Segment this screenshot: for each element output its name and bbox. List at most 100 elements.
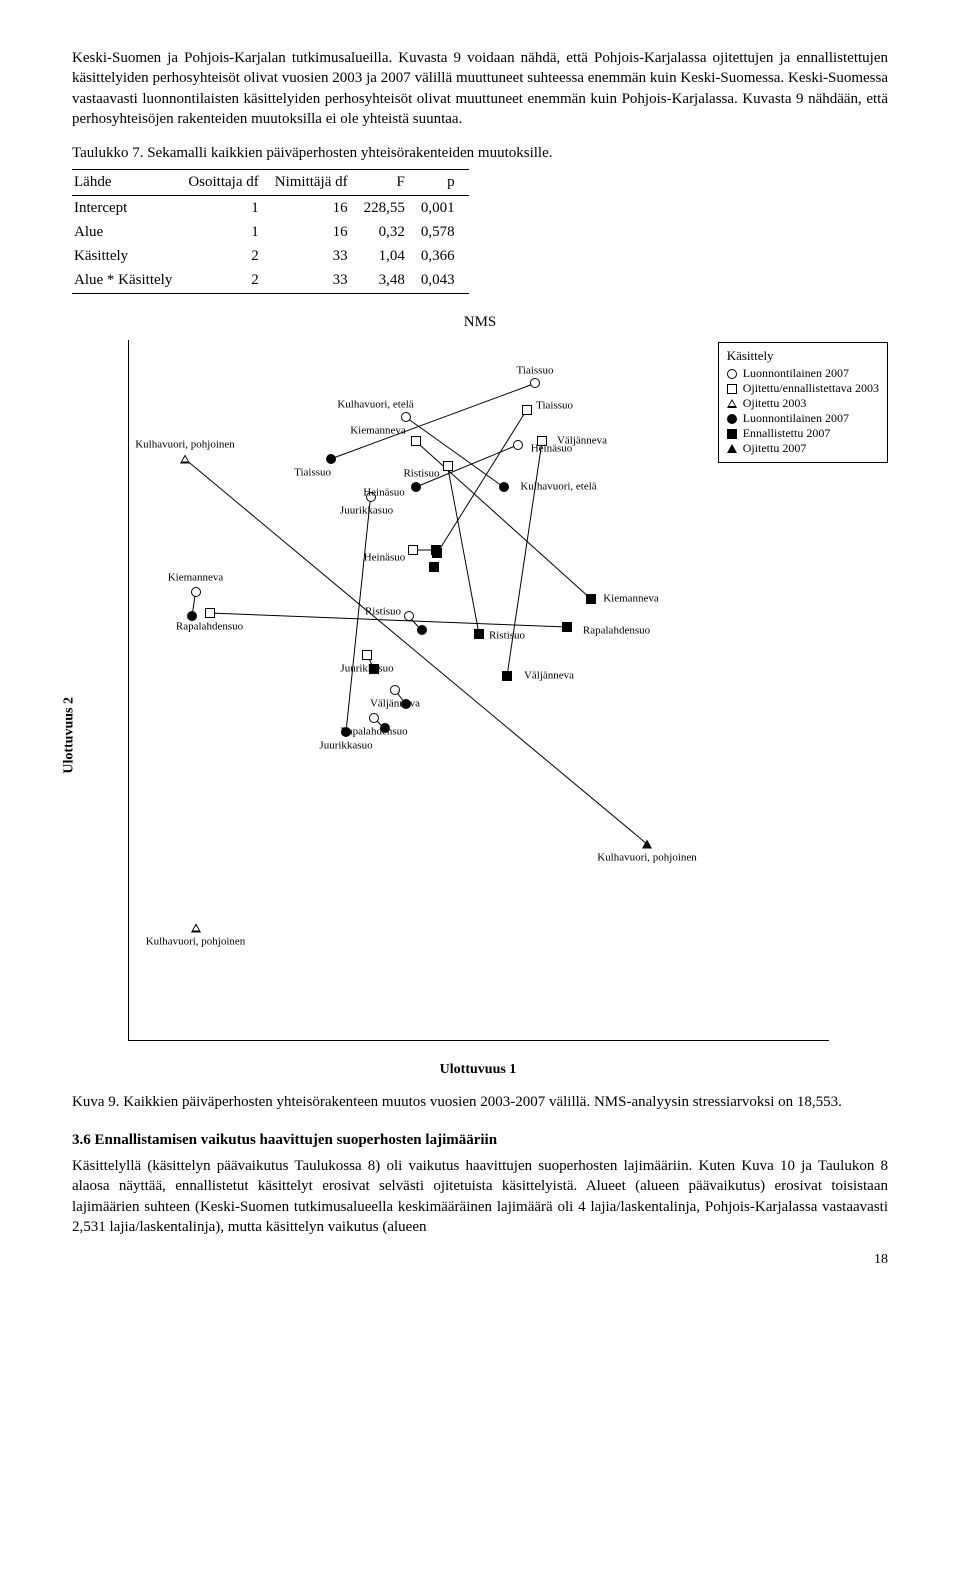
intro-paragraph: Keski-Suomen ja Pohjois-Karjalan tutkimu… — [72, 48, 888, 129]
legend-marker-icon — [727, 429, 737, 439]
point-label: Juurikkasuo — [319, 738, 372, 753]
page-number: 18 — [72, 1251, 888, 1270]
point-label: Kulhavuori, pohjoinen — [146, 934, 246, 949]
legend-marker-icon — [727, 399, 737, 408]
point-label: Väljänneva — [370, 696, 420, 711]
table-header: p — [419, 170, 469, 195]
x-axis-label: Ulottuvuus 1 — [128, 1061, 828, 1080]
legend-title: Käsittely — [727, 347, 879, 365]
data-point-icon — [404, 611, 414, 621]
table-cell: Intercept — [72, 195, 186, 220]
point-label: Heinäsuo — [363, 485, 405, 500]
table-cell: 0,578 — [419, 220, 469, 244]
point-label: Juurikkasuo — [340, 504, 393, 519]
table-cell: Alue — [72, 220, 186, 244]
y-axis-label: Ulottuvuus 2 — [61, 697, 80, 774]
point-label: Kulhavuori, etelä — [337, 397, 413, 412]
legend-item: Luonnontilainen 2007 — [727, 411, 879, 426]
figure-caption: Kuva 9. Kaikkien päiväperhosten yhteisör… — [72, 1092, 888, 1112]
table-row: Alue * Käsittely2333,480,043 — [72, 268, 469, 293]
data-point-icon — [562, 622, 572, 632]
table-row: Intercept116228,550,001 — [72, 195, 469, 220]
table-cell: 2 — [186, 268, 272, 293]
legend-marker-icon — [727, 384, 737, 394]
table-cell: 1 — [186, 220, 272, 244]
data-point-icon — [369, 713, 379, 723]
data-point-icon — [429, 562, 439, 572]
point-label: Kulhavuori, etelä — [520, 479, 596, 494]
legend-label: Luonnontilainen 2007 — [743, 366, 849, 381]
data-point-icon — [411, 482, 421, 492]
legend-item: Ennallistettu 2007 — [727, 426, 879, 441]
data-point-icon — [431, 545, 441, 555]
legend-label: Luonnontilainen 2007 — [743, 411, 849, 426]
data-point-icon — [326, 454, 336, 464]
table-header: Lähde — [72, 170, 186, 195]
section-heading: 3.6 Ennallistamisen vaikutus haavittujen… — [72, 1130, 888, 1150]
point-label: Ristisuo — [403, 466, 439, 481]
data-point-icon — [522, 405, 532, 415]
table-cell: 33 — [273, 244, 362, 268]
data-point-icon — [474, 629, 484, 639]
table-cell: 1,04 — [362, 244, 419, 268]
data-point-icon — [499, 482, 509, 492]
table-cell: Alue * Käsittely — [72, 268, 186, 293]
data-point-icon — [362, 650, 372, 660]
legend-label: Ojitettu 2003 — [743, 396, 807, 411]
point-label: Väljänneva — [524, 668, 574, 683]
table-cell: 2 — [186, 244, 272, 268]
point-label: Kiemanneva — [350, 424, 406, 439]
table-cell: 33 — [273, 268, 362, 293]
legend-item: Ojitettu 2003 — [727, 396, 879, 411]
table-cell: 0,043 — [419, 268, 469, 293]
table-cell: Käsittely — [72, 244, 186, 268]
table-cell: 3,48 — [362, 268, 419, 293]
legend-label: Ennallistettu 2007 — [743, 426, 831, 441]
point-label: Rapalahdensuo — [583, 623, 650, 638]
table-cell: 0,001 — [419, 195, 469, 220]
table-header: F — [362, 170, 419, 195]
nms-figure: NMS Ulottuvuus 2 TiaissuoTiaissuoKulhavu… — [72, 312, 888, 1082]
anova-table: LähdeOsoittaja dfNimittäjä dfFp Intercep… — [72, 169, 469, 293]
point-label: Juurikkasuo — [340, 661, 393, 676]
point-label: Heinäsuo — [364, 550, 406, 565]
point-label: Ristisuo — [365, 605, 401, 620]
data-point-icon — [180, 454, 190, 463]
legend-item: Ojitettu 2007 — [727, 441, 879, 456]
table-header: Osoittaja df — [186, 170, 272, 195]
point-label: Rapalahdensuo — [176, 619, 243, 634]
table-row: Alue1160,320,578 — [72, 220, 469, 244]
legend-item: Ojitettu/ennallistettava 2003 — [727, 381, 879, 396]
data-point-icon — [443, 461, 453, 471]
point-label: Rapalahdensuo — [340, 724, 407, 739]
legend-marker-icon — [727, 369, 737, 379]
table-cell: 0,366 — [419, 244, 469, 268]
legend-item: Luonnontilainen 2007 — [727, 366, 879, 381]
legend-box: Käsittely Luonnontilainen 2007Ojitettu/e… — [718, 342, 888, 464]
data-point-icon — [401, 412, 411, 422]
point-label: Tiaissuo — [536, 398, 573, 413]
point-label: Kiemanneva — [168, 570, 224, 585]
data-point-icon — [411, 436, 421, 446]
table-row: Käsittely2331,040,366 — [72, 244, 469, 268]
table-cell: 16 — [273, 195, 362, 220]
legend-marker-icon — [727, 414, 737, 424]
legend-marker-icon — [727, 444, 737, 453]
point-label: Tiaissuo — [294, 465, 331, 480]
data-point-icon — [513, 440, 523, 450]
figure-title: NMS — [72, 312, 888, 332]
data-point-icon — [191, 923, 201, 932]
point-label: Heinäsuo — [531, 441, 573, 456]
data-point-icon — [390, 685, 400, 695]
point-label: Kulhavuori, pohjoinen — [135, 437, 235, 452]
table-cell: 228,55 — [362, 195, 419, 220]
point-label: Kiemanneva — [603, 591, 659, 606]
table-cell: 1 — [186, 195, 272, 220]
data-point-icon — [408, 545, 418, 555]
data-point-icon — [586, 594, 596, 604]
data-point-icon — [417, 625, 427, 635]
point-label: Tiaissuo — [517, 363, 554, 378]
data-point-icon — [530, 378, 540, 388]
section-body: Käsittelyllä (käsittelyn päävaikutus Tau… — [72, 1156, 888, 1237]
point-label: Kulhavuori, pohjoinen — [597, 850, 697, 865]
